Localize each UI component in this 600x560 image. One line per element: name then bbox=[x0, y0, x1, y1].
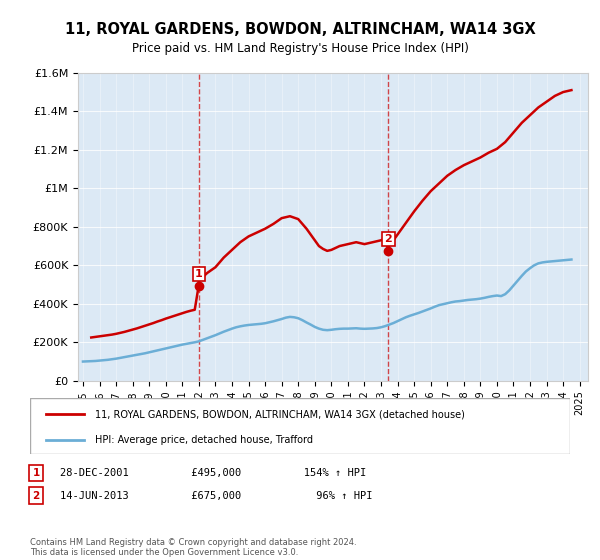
FancyBboxPatch shape bbox=[30, 398, 570, 454]
Text: 2: 2 bbox=[32, 491, 40, 501]
Text: 28-DEC-2001          £495,000          154% ↑ HPI: 28-DEC-2001 £495,000 154% ↑ HPI bbox=[60, 468, 366, 478]
Text: 2: 2 bbox=[385, 234, 392, 244]
Text: 1: 1 bbox=[32, 468, 40, 478]
Text: 1: 1 bbox=[195, 269, 203, 279]
Text: Contains HM Land Registry data © Crown copyright and database right 2024.
This d: Contains HM Land Registry data © Crown c… bbox=[30, 538, 356, 557]
Text: 11, ROYAL GARDENS, BOWDON, ALTRINCHAM, WA14 3GX: 11, ROYAL GARDENS, BOWDON, ALTRINCHAM, W… bbox=[65, 22, 535, 38]
Text: Price paid vs. HM Land Registry's House Price Index (HPI): Price paid vs. HM Land Registry's House … bbox=[131, 42, 469, 55]
Text: HPI: Average price, detached house, Trafford: HPI: Average price, detached house, Traf… bbox=[95, 435, 313, 445]
Text: 14-JUN-2013          £675,000            96% ↑ HPI: 14-JUN-2013 £675,000 96% ↑ HPI bbox=[60, 491, 373, 501]
Text: 11, ROYAL GARDENS, BOWDON, ALTRINCHAM, WA14 3GX (detached house): 11, ROYAL GARDENS, BOWDON, ALTRINCHAM, W… bbox=[95, 409, 464, 419]
